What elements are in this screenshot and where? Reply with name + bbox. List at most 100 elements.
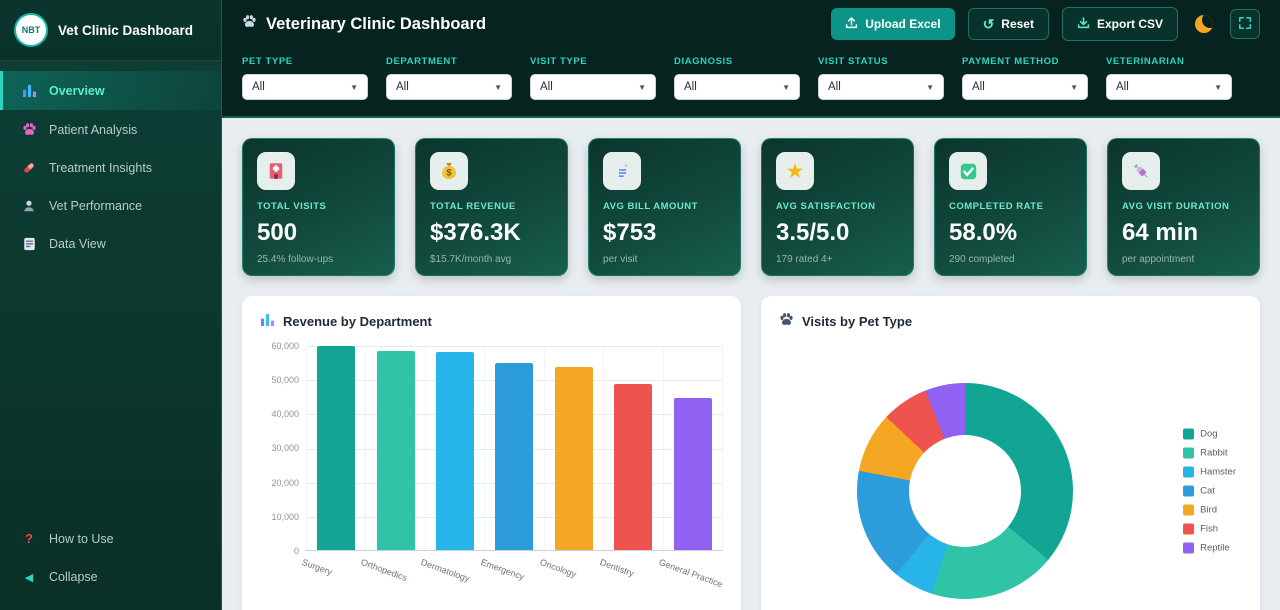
kpi-value: $753 <box>603 219 657 246</box>
x-axis-label: Dermatology <box>419 557 471 584</box>
bar-dermatology[interactable] <box>436 352 475 550</box>
upload-excel-button[interactable]: Upload Excel <box>831 8 955 40</box>
export-csv-button[interactable]: Export CSV <box>1061 7 1178 41</box>
bar-slot <box>485 346 545 550</box>
check-icon <box>949 152 987 190</box>
sidebar: NBT Vet Clinic Dashboard Overview Patien… <box>0 0 222 610</box>
legend-item-reptile[interactable]: Reptile <box>1183 542 1236 554</box>
plot-column: Surgery Orthopedics Dermatology Emergenc… <box>300 346 724 593</box>
bar-orthopedics[interactable] <box>376 351 415 550</box>
x-axis-label: Orthopedics <box>359 557 409 583</box>
app-title: Vet Clinic Dashboard <box>58 22 194 38</box>
filter-selected-value: All <box>252 81 265 93</box>
star-icon: ★ <box>776 152 814 190</box>
dark-mode-toggle[interactable] <box>1191 11 1217 37</box>
legend-item-fish[interactable]: Fish <box>1183 523 1236 535</box>
header-actions: Upload Excel ↺ Reset Export CSV <box>831 7 1260 41</box>
chevron-down-icon: ▼ <box>782 82 790 92</box>
card-title-text: Revenue by Department <box>283 313 432 329</box>
filter-select-veterinarian[interactable]: All ▼ <box>1106 74 1232 100</box>
bar-emergency[interactable] <box>495 363 534 550</box>
bar-general-practice[interactable] <box>673 398 712 550</box>
filter-selected-value: All <box>972 81 985 93</box>
kpi-label: COMPLETED RATE <box>949 201 1044 212</box>
sidebar-item-label: Collapse <box>49 570 98 584</box>
kpi-subtext: $15.7K/month avg <box>430 254 512 265</box>
chart-legend: Dog Rabbit Hamster Cat Bird Fish Reptile <box>1183 428 1236 554</box>
legend-label: Rabbit <box>1200 447 1228 459</box>
legend-swatch <box>1183 428 1195 440</box>
chevron-down-icon: ▼ <box>494 82 502 92</box>
pill-icon <box>21 161 37 175</box>
sidebar-item-label: Treatment Insights <box>49 161 153 175</box>
sidebar-item-data-view[interactable]: Data View <box>0 225 221 263</box>
sidebar-item-label: Vet Performance <box>49 199 143 213</box>
y-axis: 60,000 50,000 40,000 30,000 20,000 10,000 0 <box>271 341 299 556</box>
kpi-subtext: per appointment <box>1122 254 1195 265</box>
bar-dentistry[interactable] <box>614 384 653 550</box>
x-slot: Dermatology <box>420 551 485 593</box>
bar-slots <box>306 346 723 550</box>
moon-icon <box>1195 15 1213 33</box>
kpi-label: AVG SATISFACTION <box>776 201 876 212</box>
filter-pet-type: PET TYPE All ▼ <box>242 56 368 100</box>
x-slot: Dentistry <box>598 551 664 593</box>
filter-select-diagnosis[interactable]: All ▼ <box>674 74 800 100</box>
legend-swatch <box>1183 542 1195 554</box>
legend-label: Cat <box>1200 485 1215 497</box>
reset-button[interactable]: ↺ Reset <box>967 8 1049 40</box>
bar-surgery[interactable] <box>317 346 356 550</box>
filter-select-pet-type[interactable]: All ▼ <box>242 74 368 100</box>
legend-label: Bird <box>1200 504 1217 516</box>
card-title: Revenue by Department <box>260 312 723 330</box>
filter-label: DEPARTMENT <box>386 56 458 67</box>
syringe-icon <box>1122 152 1160 190</box>
bar-oncology[interactable] <box>554 367 593 550</box>
kpi-value: 500 <box>257 219 298 246</box>
money-icon: $ <box>430 152 468 190</box>
kpi-avg-satisfaction: ★ AVG SATISFACTION 3.5/5.0 179 rated 4+ <box>761 138 914 276</box>
legend-item-cat[interactable]: Cat <box>1183 485 1236 497</box>
fullscreen-button[interactable] <box>1230 9 1260 39</box>
sidebar-item-patient-analysis[interactable]: Patient Analysis <box>0 110 221 149</box>
page-title: Veterinary Clinic Dashboard <box>242 14 486 34</box>
sidebar-item-how-to-use[interactable]: ? How to Use <box>0 519 221 558</box>
legend-label: Reptile <box>1200 542 1230 554</box>
x-slot: Orthopedics <box>360 551 426 593</box>
legend-item-dog[interactable]: Dog <box>1183 428 1236 440</box>
legend-label: Hamster <box>1200 466 1236 478</box>
filter-select-payment-method[interactable]: All ▼ <box>962 74 1088 100</box>
legend-swatch <box>1183 466 1195 478</box>
sidebar-footer: ? How to Use ◀ Collapse <box>0 515 221 610</box>
kpi-value: 64 min <box>1122 219 1199 246</box>
donut-area: Dog Rabbit Hamster Cat Bird Fish Reptile <box>779 346 1242 610</box>
chevron-down-icon: ▼ <box>926 82 934 92</box>
paw-icon <box>779 312 794 330</box>
filter-department: DEPARTMENT All ▼ <box>386 56 512 100</box>
card-title: Visits by Pet Type <box>779 312 1242 330</box>
sidebar-item-treatment-insights[interactable]: Treatment Insights <box>0 149 221 187</box>
sidebar-item-collapse[interactable]: ◀ Collapse <box>0 558 221 596</box>
legend-item-hamster[interactable]: Hamster <box>1183 466 1236 478</box>
kpi-value: $376.3K <box>430 219 521 246</box>
filter-select-visit-status[interactable]: All ▼ <box>818 74 944 100</box>
visits-by-pet-type-card: Visits by Pet Type Dog Rabbit Hamster Ca… <box>761 296 1260 610</box>
filter-select-visit-type[interactable]: All ▼ <box>530 74 656 100</box>
legend-swatch <box>1183 504 1195 516</box>
kpi-total-revenue: $ TOTAL REVENUE $376.3K $15.7K/month avg <box>415 138 568 276</box>
download-icon <box>1077 16 1090 32</box>
page-title-text: Veterinary Clinic Dashboard <box>266 14 487 33</box>
sidebar-item-label: How to Use <box>49 531 114 546</box>
sidebar-item-overview[interactable]: Overview <box>0 71 221 110</box>
charts-row: Revenue by Department 60,000 50,000 40,000… <box>242 296 1260 610</box>
legend-item-rabbit[interactable]: Rabbit <box>1183 447 1236 459</box>
kpi-subtext: 25.4% follow-ups <box>257 254 334 265</box>
kpi-label: AVG VISIT DURATION <box>1122 201 1230 212</box>
main-content: TOTAL VISITS 500 25.4% follow-ups $ TOTA… <box>222 118 1280 610</box>
filter-selected-value: All <box>396 81 409 93</box>
sidebar-item-vet-performance[interactable]: Vet Performance <box>0 187 221 225</box>
filter-select-department[interactable]: All ▼ <box>386 74 512 100</box>
filter-visit-type: VISIT TYPE All ▼ <box>530 56 656 100</box>
filter-payment-method: PAYMENT METHOD All ▼ <box>962 56 1088 100</box>
legend-item-bird[interactable]: Bird <box>1183 504 1236 516</box>
